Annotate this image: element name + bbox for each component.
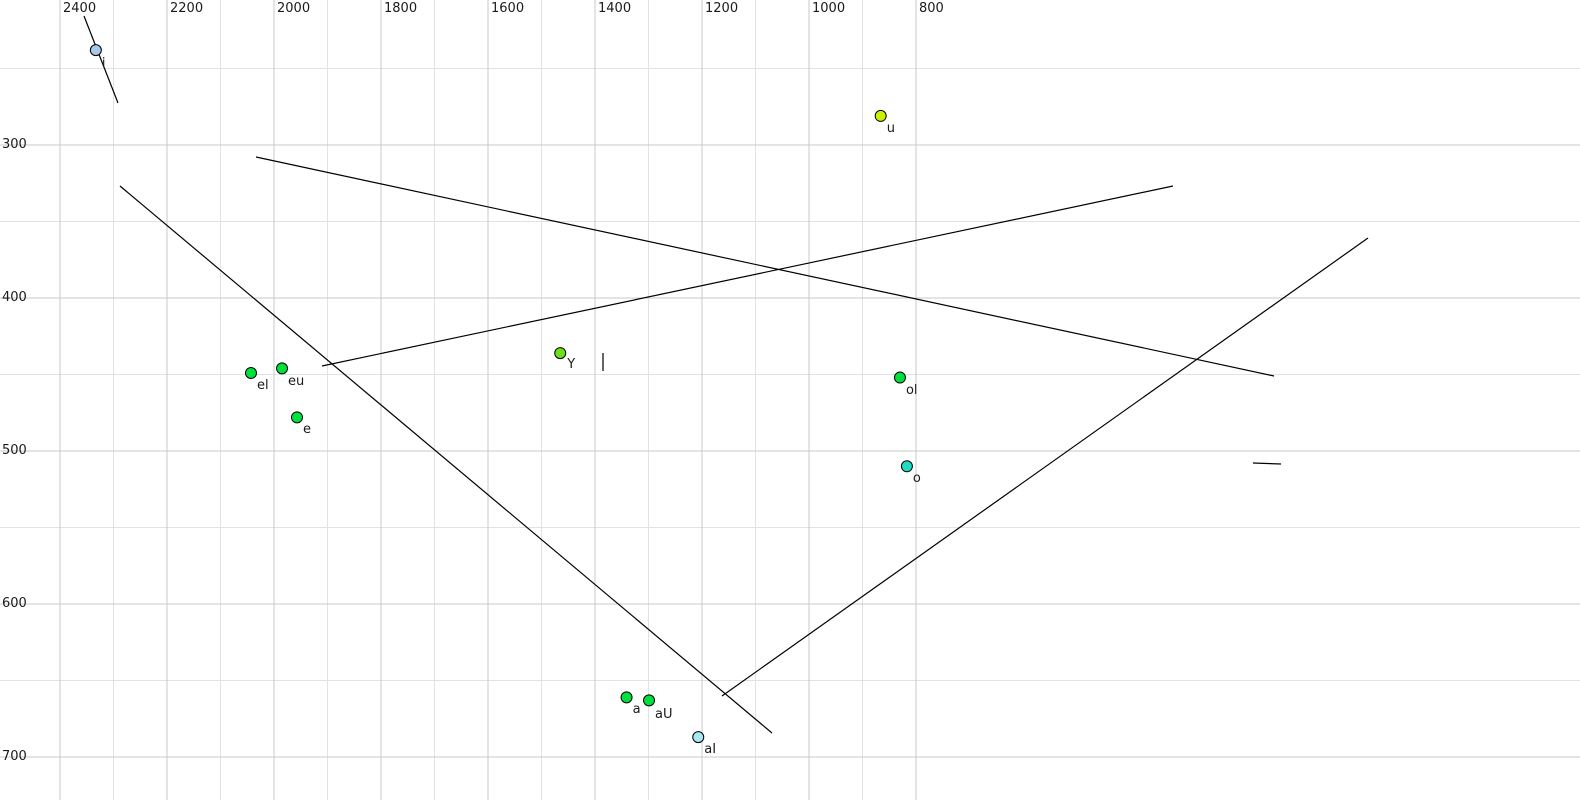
o-track <box>1252 462 1282 465</box>
i-track <box>83 15 119 104</box>
x-tick-1600: 1600 <box>491 1 525 16</box>
vowel-label-i: i <box>101 56 106 72</box>
vowel-label-aI: aI <box>704 742 717 758</box>
vowel-label-eu: eu <box>288 374 305 390</box>
x-tick-1800: 1800 <box>384 1 418 16</box>
vowel-label-ol: ol <box>905 382 918 398</box>
vowel-marker-i[interactable] <box>89 44 102 57</box>
vowel-label-u: u <box>886 120 895 136</box>
formant-track-lines <box>83 15 1369 734</box>
vowel-label-e: e <box>303 422 311 438</box>
y-tick-400: 400 <box>2 290 27 305</box>
ol-track <box>255 156 1275 377</box>
y-tick-300: 300 <box>2 137 27 152</box>
vowel-marker-aU[interactable] <box>643 694 656 707</box>
y-tick-700: 700 <box>2 749 27 764</box>
vowel-label-aU: aU <box>655 707 673 723</box>
vowel-marker-el[interactable] <box>244 366 257 379</box>
vowel-marker-aI[interactable] <box>692 731 705 744</box>
y-tick-500: 500 <box>2 443 27 458</box>
y-tick-600: 600 <box>2 596 27 611</box>
vowel-markers <box>89 44 913 744</box>
x-tick-1000: 1000 <box>812 1 846 16</box>
vowel-marker-e[interactable] <box>291 411 304 424</box>
x-tick-800: 800 <box>919 1 944 16</box>
eu-track <box>321 185 1174 367</box>
vowel-label-el: el <box>256 377 269 393</box>
vowel-label-o: o <box>912 471 921 487</box>
vowel-label-a: a <box>632 702 641 718</box>
aU-track <box>721 237 1369 697</box>
vowel-marker-Y[interactable] <box>554 347 567 360</box>
vowel-label-Y: Y <box>567 357 576 373</box>
x-tick-1400: 1400 <box>598 1 632 16</box>
vowel-marker-o[interactable] <box>900 460 913 473</box>
vowel-marker-a[interactable] <box>620 691 633 704</box>
x-tick-2000: 2000 <box>277 1 311 16</box>
x-tick-2400: 2400 <box>63 1 97 16</box>
x-tick-1200: 1200 <box>705 1 739 16</box>
vowel-marker-ol[interactable] <box>893 371 906 384</box>
vowel-marker-u[interactable] <box>874 109 887 122</box>
aI-track <box>119 185 773 734</box>
vowel-marker-eu[interactable] <box>276 362 289 375</box>
x-tick-2200: 2200 <box>170 1 204 16</box>
